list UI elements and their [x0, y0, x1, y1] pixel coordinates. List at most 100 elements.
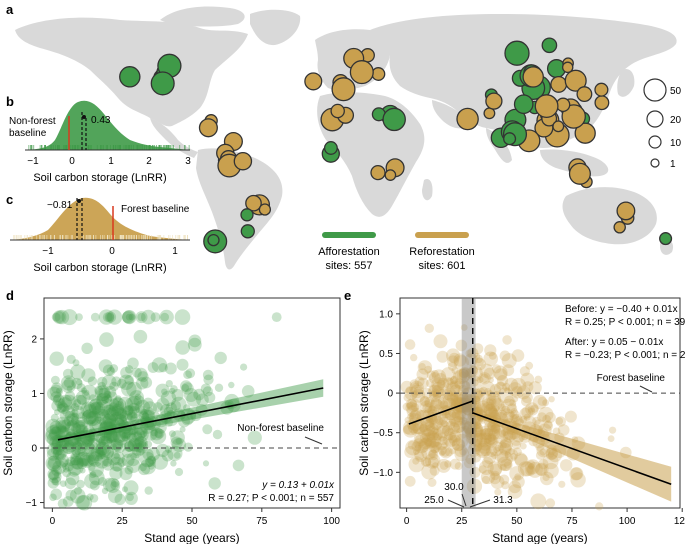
data-point: [449, 447, 456, 455]
data-point: [422, 403, 433, 414]
data-point: [61, 379, 76, 394]
data-point: [111, 403, 124, 416]
data-point: [471, 395, 481, 405]
data-point: [110, 413, 118, 422]
panel-e-after-equation: After: y = 0.05 − 0.01x: [565, 337, 663, 348]
data-point: [109, 412, 125, 428]
data-point: [138, 409, 154, 424]
data-point: [63, 377, 75, 389]
data-point: [141, 309, 156, 325]
data-point: [446, 433, 454, 441]
data-point: [101, 487, 109, 495]
data-point: [444, 460, 452, 468]
data-point: [436, 420, 450, 434]
data-point: [488, 428, 500, 440]
data-point: [453, 415, 464, 426]
data-point: [138, 462, 151, 476]
data-point: [142, 448, 154, 460]
data-point: [423, 438, 433, 447]
data-point: [82, 438, 90, 447]
data-point: [193, 388, 205, 401]
data-point: [480, 444, 492, 457]
panel-e-before-equation: Before: y = −0.40 + 0.01x: [565, 304, 678, 315]
data-point: [412, 422, 425, 435]
data-point: [476, 402, 487, 414]
data-point: [466, 365, 483, 382]
data-point: [449, 376, 458, 385]
data-point: [564, 410, 577, 423]
data-point: [450, 397, 466, 413]
size-legend-label-1: 1: [670, 159, 676, 170]
data-point: [447, 403, 462, 418]
data-point: [56, 403, 66, 413]
data-point: [150, 429, 158, 437]
data-point: [487, 433, 497, 442]
data-point: [459, 416, 468, 426]
data-point: [428, 456, 439, 468]
data-point: [489, 384, 501, 396]
afforestation-legend-line1: Afforestation: [318, 246, 380, 258]
data-point: [428, 449, 439, 461]
data-point: [415, 440, 429, 454]
data-point: [405, 439, 421, 456]
data-point: [115, 400, 125, 410]
map-site-reforestation: [384, 169, 397, 181]
panel-d-letter: d: [6, 288, 14, 303]
data-point: [44, 429, 61, 445]
data-point: [449, 384, 463, 398]
data-point: [140, 376, 153, 389]
data-point: [124, 375, 134, 385]
data-point: [185, 368, 196, 379]
data-point: [454, 368, 470, 384]
data-point: [49, 351, 64, 366]
data-point: [101, 404, 117, 420]
data-point: [434, 436, 449, 451]
data-point: [448, 352, 460, 364]
data-point: [77, 443, 86, 451]
data-point: [543, 462, 559, 479]
map-site-reforestation: [552, 120, 565, 133]
data-point: [45, 425, 62, 442]
data-point: [94, 453, 110, 469]
data-point: [424, 397, 435, 408]
data-point: [64, 390, 76, 402]
data-point: [47, 468, 59, 481]
data-point: [172, 408, 186, 422]
data-point: [542, 399, 549, 407]
panel-b-tick-4: 2: [146, 156, 152, 167]
data-point: [51, 400, 63, 412]
data-point: [498, 430, 507, 438]
data-point: [400, 380, 413, 394]
data-point: [525, 459, 541, 475]
data-point: [121, 435, 129, 443]
data-point: [108, 488, 123, 504]
greenland: [250, 9, 301, 46]
data-point: [76, 457, 88, 470]
data-point: [103, 390, 112, 399]
data-point: [535, 450, 546, 460]
size-legend: 50 20 10 1: [643, 78, 682, 170]
data-point: [110, 451, 125, 466]
panel-d-baseline-label: Non-forest baseline: [237, 423, 324, 434]
data-point: [45, 418, 61, 435]
data-point: [186, 409, 196, 420]
data-point: [106, 429, 120, 443]
data-point: [485, 445, 498, 457]
data-point: [483, 351, 499, 367]
panel-d-scatter: d 0 25 50 75 100 −1 0 1 2 Stand age (years) Soil c…: [1, 288, 341, 544]
data-point: [61, 419, 71, 430]
data-point: [534, 463, 548, 476]
data-point: [97, 446, 108, 456]
data-point: [54, 425, 70, 441]
data-point: [414, 448, 428, 462]
data-point: [419, 396, 431, 408]
size-legend-circle-1: [650, 158, 660, 168]
data-point: [487, 461, 503, 477]
data-point: [532, 394, 548, 410]
data-point: [126, 413, 134, 420]
data-point: [433, 334, 448, 349]
afforestation-density-curve: [25, 100, 190, 150]
panel-e-fit-before: [408, 400, 474, 425]
data-point: [140, 458, 156, 475]
data-point: [88, 461, 104, 478]
